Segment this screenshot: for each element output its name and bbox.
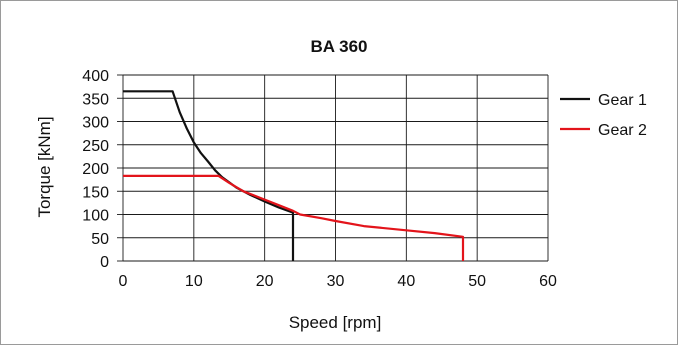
y-tick-label: 150	[82, 184, 109, 201]
y-tick-label: 400	[82, 68, 109, 85]
y-tick-label: 350	[82, 91, 109, 108]
legend: Gear 1 Gear 2	[560, 92, 647, 139]
x-axis-label: Speed [rpm]	[289, 313, 382, 332]
y-tick-label: 0	[100, 254, 109, 271]
x-tick-label: 40	[397, 273, 415, 290]
y-tick-label: 300	[82, 115, 109, 132]
y-tick-label: 200	[82, 161, 109, 178]
x-tick-label: 0	[119, 273, 128, 290]
y-tick-label: 50	[91, 231, 109, 248]
x-tick-label: 60	[539, 273, 557, 290]
y-tick-label: 250	[82, 138, 109, 155]
x-tick-label: 20	[256, 273, 274, 290]
plot-grid	[117, 75, 548, 261]
x-tick-label: 30	[327, 273, 345, 290]
tick-labels: 0 10 20 30 40 50 60 0 50 100 150 200 250 300 350 400	[82, 68, 557, 290]
series-lines	[123, 91, 463, 261]
x-tick-label: 10	[185, 273, 203, 290]
legend-label: Gear 1	[598, 92, 647, 109]
y-axis-label: Torque [kNm]	[35, 116, 54, 217]
legend-label: Gear 2	[598, 122, 647, 139]
y-tick-label: 100	[82, 208, 109, 225]
x-tick-label: 50	[468, 273, 486, 290]
chart-title: BA 360	[310, 37, 367, 56]
